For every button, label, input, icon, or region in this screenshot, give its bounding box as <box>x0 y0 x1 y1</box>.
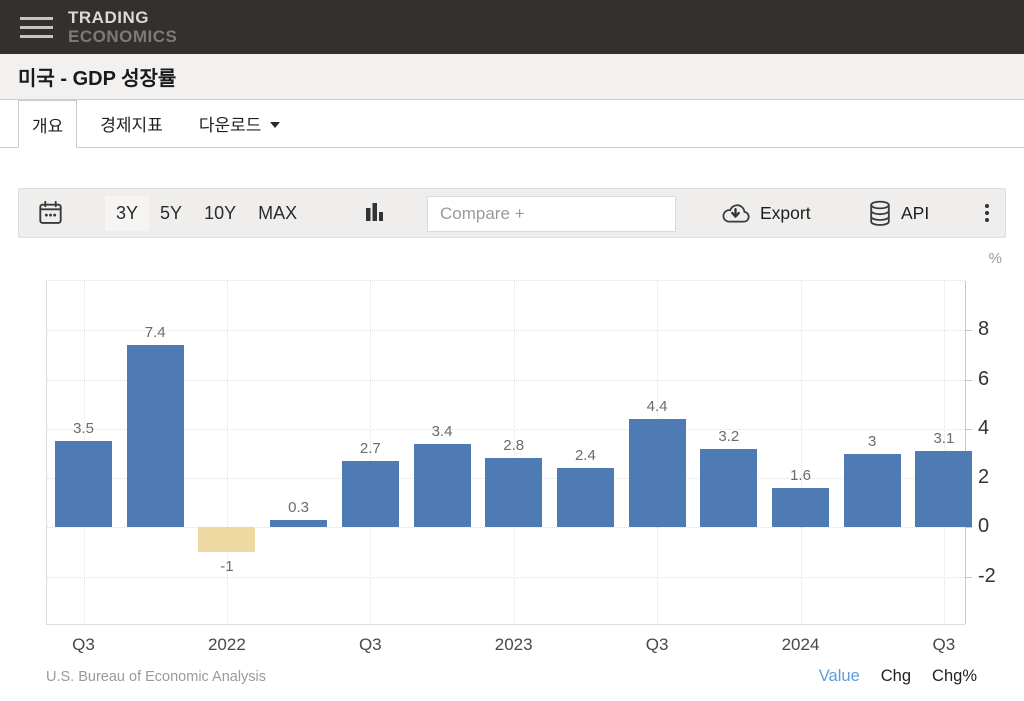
y-gridline <box>47 379 965 381</box>
plot-area: 8 6 4 2 0 -2 Q3 2022 Q3 2023 Q3 2024 Q3 3.5 7.4 -1 0.3 2.… <box>46 280 996 654</box>
tab-overview-label: 개요 <box>32 116 64 136</box>
y-axis-label: -2 <box>978 564 996 587</box>
export-button[interactable]: Export <box>720 189 811 237</box>
x-gridline <box>800 281 802 624</box>
bar[interactable] <box>413 443 471 528</box>
bar-value-label: 3 <box>868 432 877 450</box>
bar-value-label: 2.7 <box>359 439 381 457</box>
api-label: API <box>901 202 930 223</box>
bar-value-label: 3.1 <box>933 430 955 448</box>
calendar-button[interactable] <box>38 200 63 226</box>
source-attribution: U.S. Bureau of Economic Analysis <box>46 668 267 685</box>
bar-value-label: -1 <box>220 558 234 576</box>
x-gridline <box>370 281 372 624</box>
x-gridline <box>513 281 515 624</box>
y-gridline <box>47 428 965 430</box>
bar[interactable] <box>556 468 614 528</box>
tab-download[interactable]: 다운로드 <box>186 100 294 147</box>
kebab-menu-icon[interactable] <box>985 201 989 225</box>
bar-value-label: 3.2 <box>718 427 740 445</box>
x-axis-label: Q3 <box>645 635 669 654</box>
bar-value-label: 3.4 <box>431 422 453 440</box>
title-bar: 미국 - GDP 성장률 <box>0 54 1024 100</box>
column-chart-icon <box>366 203 384 221</box>
y-axis-label: 6 <box>978 367 990 390</box>
brand-line1: TRADING <box>68 8 149 27</box>
range-max-button[interactable]: MAX <box>247 196 308 231</box>
tab-download-label: 다운로드 <box>198 116 262 135</box>
bar[interactable] <box>341 460 399 528</box>
bar[interactable] <box>485 458 543 528</box>
bar-value-label: 2.8 <box>503 437 525 455</box>
api-button[interactable]: API <box>868 189 929 237</box>
x-axis-label: 2022 <box>207 635 246 654</box>
y-axis-tick <box>965 428 972 430</box>
mode-link-chgpct[interactable]: Chg% <box>932 667 977 685</box>
bar[interactable] <box>843 453 901 528</box>
bar-value-label: 7.4 <box>144 324 166 342</box>
y-axis-label: 2 <box>978 466 990 489</box>
chart-area: % 8 6 4 2 0 -2 Q3 2022 Q3 2023 Q3 2024 Q3 3.5 7.4 -1 0.3… <box>0 238 1024 658</box>
chart-type-button[interactable] <box>363 200 385 226</box>
y-axis-tick <box>965 330 972 332</box>
display-mode-links: Value Chg Chg% <box>819 667 977 686</box>
y-gridline <box>47 576 965 578</box>
x-axis-label: 2024 <box>781 635 820 654</box>
bar[interactable] <box>270 520 328 528</box>
mode-link-value[interactable]: Value <box>818 667 860 685</box>
x-axis-label: 2023 <box>494 635 533 654</box>
y-gridline <box>47 527 965 529</box>
bar[interactable] <box>700 448 758 528</box>
y-gridline <box>47 330 965 332</box>
bar-value-label: 2.4 <box>574 447 596 465</box>
bar-value-label: 3.5 <box>73 420 94 438</box>
bar[interactable] <box>915 451 973 528</box>
y-axis-label: 0 <box>978 515 990 538</box>
bar-value-label: 0.3 <box>288 499 310 517</box>
bar[interactable] <box>55 441 112 528</box>
range-5y-button[interactable]: 5Y <box>149 196 193 231</box>
y-axis-tick <box>965 576 972 578</box>
tab-indicators-label: 경제지표 <box>100 116 163 135</box>
y-axis-tick <box>965 527 972 529</box>
top-header: TRADING ECONOMICS <box>0 0 1024 54</box>
brand-line2: ECONOMICS <box>68 27 178 46</box>
caret-down-icon <box>270 121 281 128</box>
export-label: Export <box>760 202 811 223</box>
bar[interactable] <box>772 488 829 528</box>
hamburger-menu-icon[interactable] <box>20 11 53 44</box>
bar[interactable] <box>628 419 686 528</box>
x-gridline <box>226 281 228 624</box>
bar[interactable] <box>126 345 184 528</box>
range-3y-button[interactable]: 3Y <box>105 195 150 231</box>
calendar-icon <box>39 200 62 224</box>
tab-indicators[interactable]: 경제지표 <box>87 100 176 147</box>
chart-toolbar: 3Y 5Y 10Y MAX Export API <box>18 188 1006 238</box>
x-axis-label: Q3 <box>358 635 382 654</box>
chart-footer: U.S. Bureau of Economic Analysis Value C… <box>0 658 1024 701</box>
tab-bar: 개요 경제지표 다운로드 <box>0 100 1024 148</box>
tab-overview[interactable]: 개요 <box>18 100 78 148</box>
y-axis-tick <box>965 379 972 381</box>
page-title: 미국 - GDP 성장률 <box>18 68 177 90</box>
range-10y-button[interactable]: 10Y <box>193 196 247 231</box>
bar-value-label: 4.4 <box>646 398 668 415</box>
x-axis-label: Q3 <box>72 635 95 654</box>
bar-value-label: 1.6 <box>790 467 811 484</box>
database-icon <box>870 200 890 226</box>
cloud-download-icon <box>722 203 750 223</box>
y-axis-unit-label: % <box>988 250 1002 267</box>
brand-logo[interactable]: TRADING ECONOMICS <box>68 8 177 46</box>
y-axis-label: 4 <box>978 416 990 439</box>
x-axis-label: Q3 <box>932 635 956 654</box>
bar[interactable] <box>198 527 256 553</box>
mode-link-chg[interactable]: Chg <box>880 667 912 685</box>
compare-input[interactable] <box>427 196 676 232</box>
range-selector: 3Y 5Y 10Y MAX <box>105 195 308 231</box>
y-axis-label: 8 <box>978 318 990 341</box>
